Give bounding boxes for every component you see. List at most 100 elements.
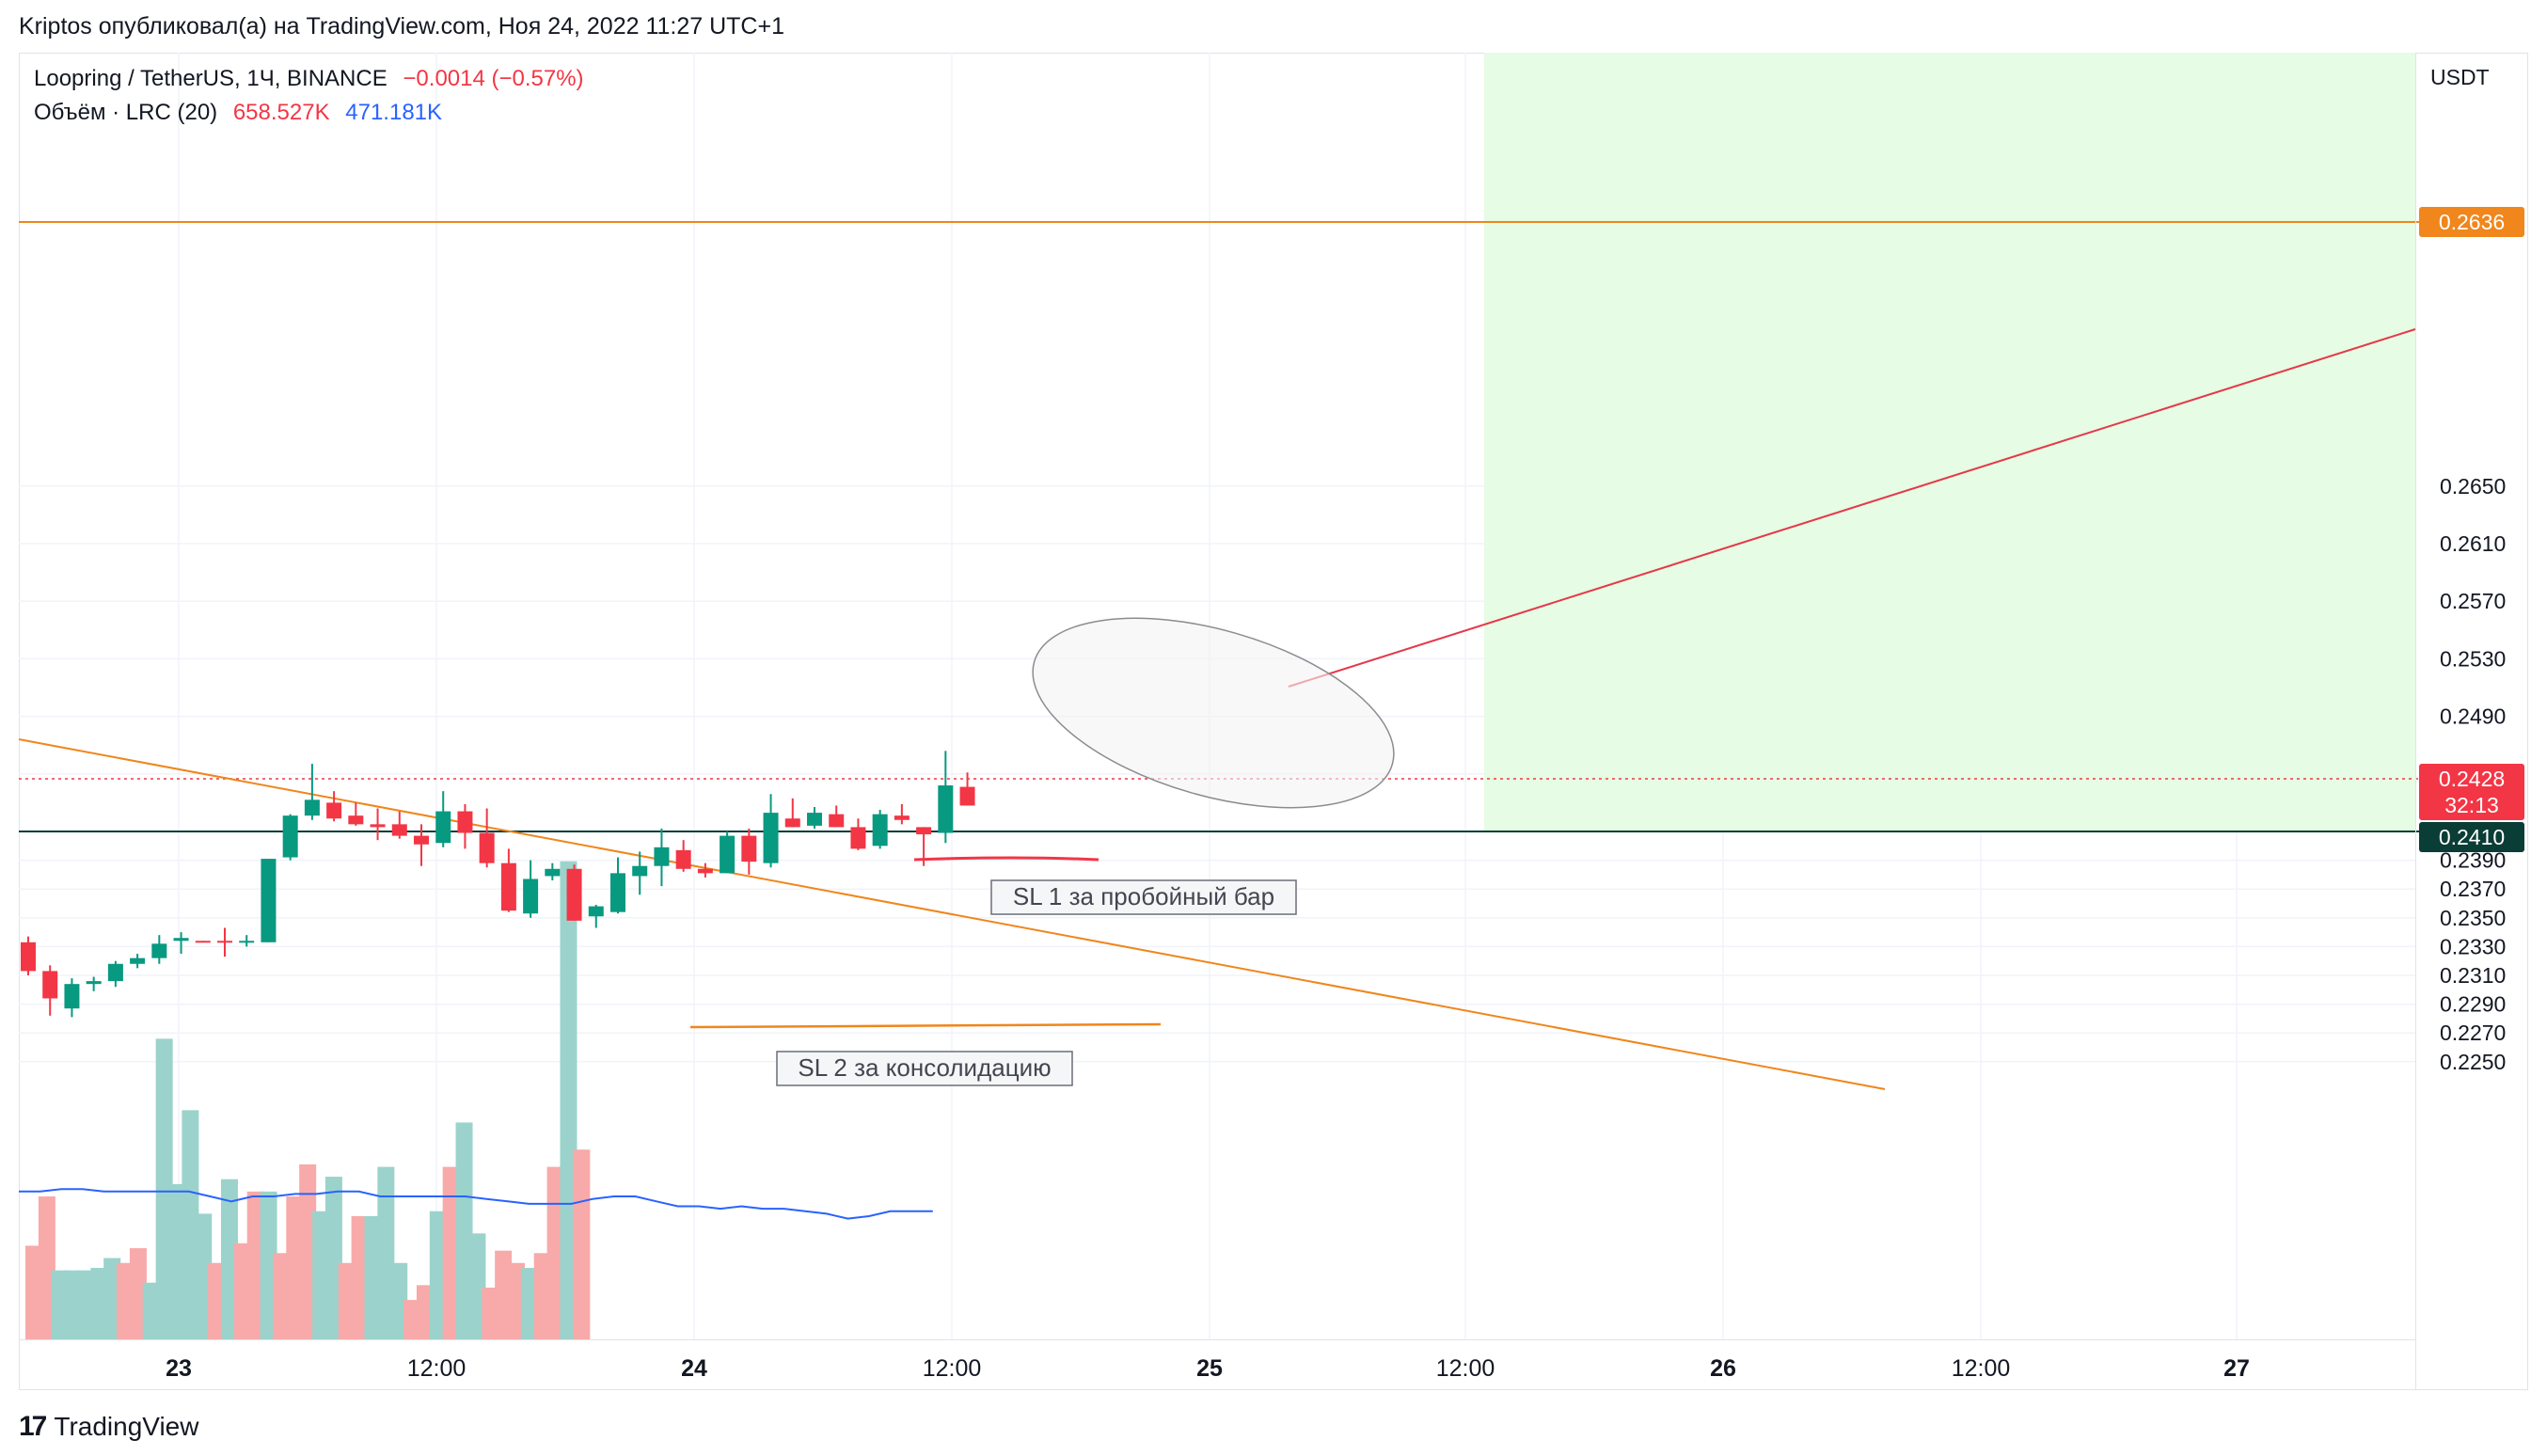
currency-label: USDT — [2430, 65, 2490, 89]
volume-bar — [90, 1268, 108, 1339]
volume-bar — [142, 1282, 160, 1339]
candle-body — [916, 827, 932, 835]
volume-bar — [546, 1166, 564, 1339]
x-axis-separator — [19, 1339, 2415, 1340]
volume-bar — [64, 1270, 82, 1339]
candle-body — [216, 941, 232, 943]
chart-frame[interactable] — [19, 53, 2528, 1390]
volume-bar — [155, 1038, 173, 1339]
x-tick-label: 23 — [166, 1355, 192, 1382]
candle-body — [763, 813, 779, 863]
candle-body — [566, 868, 582, 921]
volume-bar — [299, 1163, 317, 1339]
volume-bar — [560, 861, 577, 1339]
candle-body — [872, 814, 888, 847]
volume-bar — [390, 1262, 408, 1339]
candle-body — [675, 849, 691, 869]
volume-bar — [455, 1122, 473, 1339]
volume-value: 658.527K — [232, 100, 330, 125]
candle-body — [829, 814, 845, 828]
candle-body — [151, 943, 167, 958]
volume-bar — [220, 1179, 238, 1339]
x-tick-label: 26 — [1710, 1355, 1736, 1382]
volume-bar — [416, 1285, 434, 1339]
y-tick-label: 0.2370 — [2440, 877, 2506, 901]
x-tick-label: 24 — [681, 1355, 707, 1382]
price-change: −0.0014 (−0.57%) — [403, 66, 584, 91]
y-tick-label: 0.2610 — [2440, 531, 2506, 556]
candle-body — [173, 938, 189, 942]
entry-price-tag: 0.2410 — [2419, 822, 2524, 852]
published-by-text: Kriptos опубликовал(а) на TradingView.co… — [19, 13, 784, 40]
candle-body — [64, 984, 80, 1009]
volume-bar — [103, 1258, 121, 1339]
volume-bar — [377, 1166, 395, 1339]
countdown-label: 32:13 — [2444, 793, 2499, 817]
candle-body — [632, 865, 648, 877]
volume-bar — [495, 1250, 513, 1339]
volume-bar — [77, 1270, 95, 1339]
candle-body — [609, 873, 625, 912]
volume-bar — [573, 1149, 591, 1339]
tradingview-logo-icon: 17 — [19, 1411, 47, 1442]
candle-body — [370, 824, 386, 828]
volume-bar — [429, 1211, 447, 1339]
volume-bar — [338, 1262, 356, 1339]
candle-body — [720, 835, 736, 874]
y-tick-label: 0.2270 — [2440, 1021, 2506, 1045]
volume-bar — [246, 1191, 264, 1339]
candle-body — [304, 799, 320, 816]
current-price-label: 0.2428 — [2438, 767, 2506, 791]
volume-bar — [364, 1216, 382, 1339]
symbol-label: Loopring / TetherUS, 1Ч, BINANCE — [34, 66, 388, 91]
x-tick-label: 27 — [2223, 1355, 2250, 1382]
candle-layer — [21, 751, 975, 1018]
y-axis-labels: 0.26500.26100.25700.25300.24900.24500.23… — [2440, 474, 2506, 1074]
y-tick-label: 0.2570 — [2440, 589, 2506, 613]
candle-body — [195, 941, 211, 943]
candle-body — [500, 863, 516, 911]
candle-body — [806, 813, 822, 826]
resistance-price-label: 0.2636 — [2438, 210, 2506, 234]
sl1-label: SL 1 за пробойный бар — [1013, 882, 1274, 910]
candle-body — [261, 859, 277, 942]
volume-bar — [403, 1300, 421, 1339]
entry-price-label: 0.2410 — [2438, 825, 2506, 849]
candle-body — [42, 971, 58, 999]
candle-body — [239, 941, 255, 943]
current-price-tag: 0.2428 32:13 — [2419, 764, 2524, 820]
x-tick-label: 12:00 — [1952, 1355, 2011, 1382]
y-tick-label: 0.2330 — [2440, 934, 2506, 958]
candle-body — [741, 835, 757, 863]
sl1-label-box — [990, 879, 1297, 915]
candle-body — [282, 815, 298, 858]
candle-body — [894, 815, 910, 820]
volume-bar — [351, 1216, 369, 1339]
volume-bar — [312, 1211, 330, 1339]
tradingview-logo[interactable]: 17 TradingView — [19, 1411, 198, 1443]
y-tick-label: 0.2290 — [2440, 992, 2506, 1017]
highlight-ellipse — [1032, 617, 1395, 809]
volume-bar — [168, 1183, 186, 1339]
volume-bar — [182, 1110, 199, 1339]
brand-name: TradingView — [54, 1412, 199, 1441]
volume-bar — [533, 1253, 551, 1339]
volume-bar — [520, 1268, 538, 1339]
candle-body — [850, 827, 866, 849]
candle-body — [86, 981, 102, 985]
candle-body — [938, 785, 954, 833]
y-tick-label: 0.2350 — [2440, 906, 2506, 930]
x-tick-label: 12:00 — [407, 1355, 467, 1382]
volume-bar — [324, 1177, 342, 1339]
y-tick-label: 0.2490 — [2440, 704, 2506, 729]
volume-bar — [468, 1233, 486, 1339]
candle-body — [130, 957, 146, 964]
volume-bar — [208, 1262, 226, 1339]
volume-bar — [442, 1166, 460, 1339]
sl2-consolidation-line — [689, 1022, 1162, 1029]
legend-symbol-row: Loopring / TetherUS, 1Ч, BINANCE −0.0014… — [34, 66, 593, 92]
target-zone — [1484, 53, 2415, 831]
volume-ma-value: 471.181K — [345, 100, 443, 125]
volume-bar — [38, 1196, 55, 1339]
